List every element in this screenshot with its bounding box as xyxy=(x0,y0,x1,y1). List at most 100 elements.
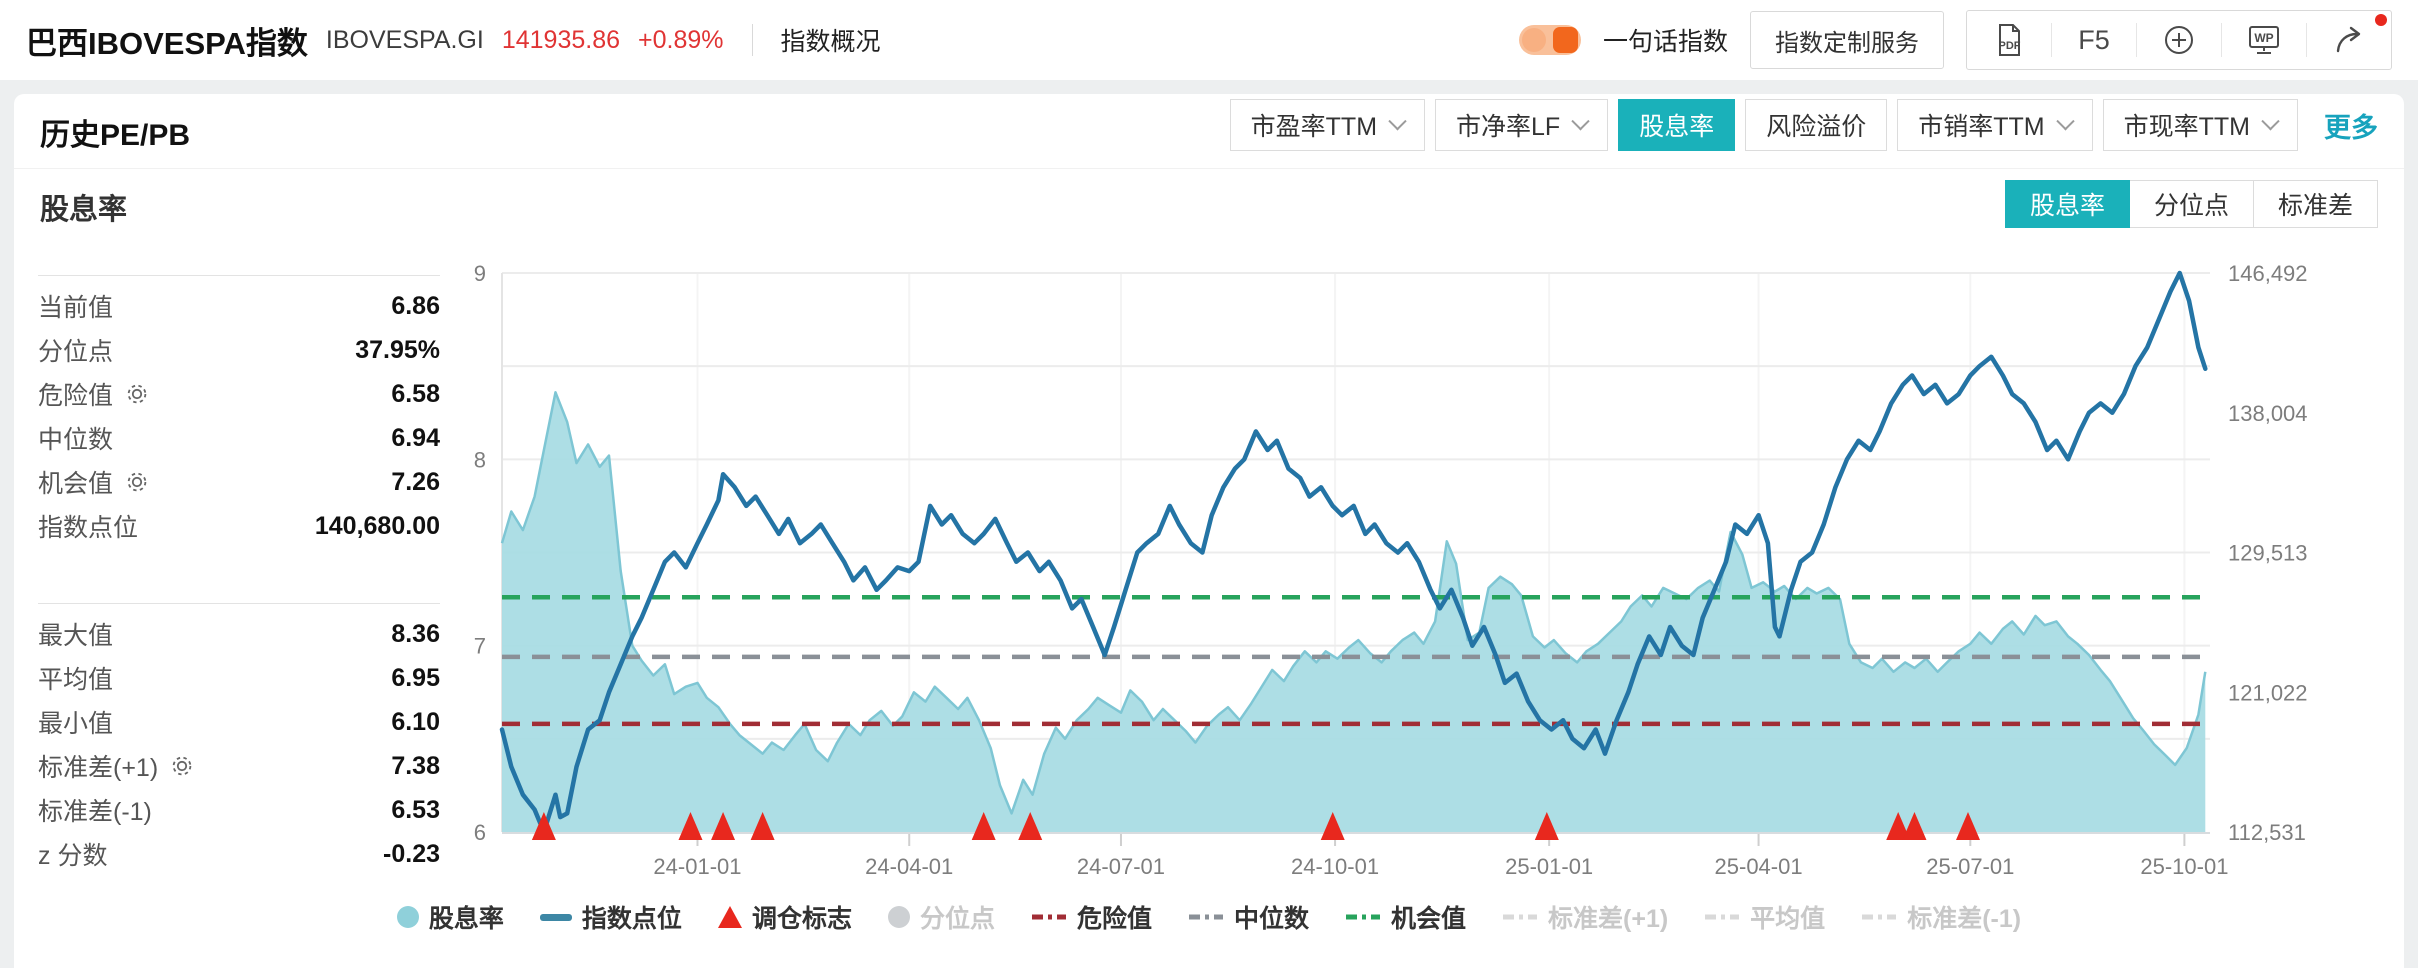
stat-label: 分位点 xyxy=(38,332,113,368)
chevron-down-icon xyxy=(1571,111,1590,130)
rebalance-marker-icon xyxy=(971,812,996,840)
metric-tab-市现率TTM[interactable]: 市现率TTM xyxy=(2102,99,2298,151)
header-actions: 一句话指数 指数定制服务 PDF F5 WP xyxy=(1518,10,2392,70)
y-right-tick-label: 121,022 xyxy=(2228,680,2308,705)
legend-dash-icon xyxy=(1861,912,1897,922)
stat-row-最小值: 最小值 6.10 xyxy=(38,700,440,744)
chart-canvas[interactable]: 9876146,492138,004129,513121,022112,5312… xyxy=(440,250,2390,910)
oneline-index-toggle[interactable] xyxy=(1518,25,1581,55)
toggle-halo xyxy=(1521,28,1546,52)
stat-label-text: 平均值 xyxy=(38,666,114,694)
metric-tab-label: 市盈率TTM xyxy=(1250,113,1378,141)
plus-circle-icon xyxy=(2165,26,2193,54)
stat-value: 6.58 xyxy=(391,379,440,408)
metric-tab-市销率TTM[interactable]: 市销率TTM xyxy=(1897,99,2093,151)
legend-label: 危险值 xyxy=(1076,905,1152,933)
stat-row-标准差(-1): 标准差(-1) 6.53 xyxy=(38,788,440,832)
y-right-tick-label: 112,531 xyxy=(2228,820,2306,845)
toggle-knob xyxy=(1552,27,1578,53)
dividend-yield-area xyxy=(502,392,2206,832)
legend-label: 分位点 xyxy=(919,905,995,933)
rebalance-marker-icon xyxy=(1886,812,1911,840)
stat-label-text: 指数点位 xyxy=(38,514,139,542)
stat-label: 标准差(-1) xyxy=(38,792,152,828)
x-axis-tick-label: 25-01-01 xyxy=(1505,854,1593,879)
legend-label: 指数点位 xyxy=(581,905,682,933)
legend-item-股息率[interactable]: 股息率 xyxy=(396,899,504,935)
legend-label: 股息率 xyxy=(428,905,504,933)
stat-label: 最小值 xyxy=(38,704,113,740)
wp-terminal-button[interactable]: WP xyxy=(2221,23,2306,57)
legend-item-调仓标志[interactable]: 调仓标志 xyxy=(717,899,852,935)
index-customize-button[interactable]: 指数定制服务 xyxy=(1750,11,1944,69)
header-toolbar: PDF F5 WP xyxy=(1966,10,2392,70)
index-overview-link[interactable]: 指数概况 xyxy=(780,28,881,56)
legend-item-标准差(+1)[interactable]: 标准差(+1) xyxy=(1502,899,1668,935)
legend-circle-icon xyxy=(396,906,419,928)
legend-dash-icon xyxy=(1502,912,1538,922)
legend-item-危险值[interactable]: 危险值 xyxy=(1031,899,1152,935)
legend-item-机会值[interactable]: 机会值 xyxy=(1345,899,1466,935)
view-tab-股息率[interactable]: 股息率 xyxy=(2004,180,2130,228)
stat-label-text: 标准差(-1) xyxy=(38,798,152,826)
legend-label: 中位数 xyxy=(1233,905,1309,933)
svg-text:WP: WP xyxy=(2254,31,2273,45)
legend-triangle-icon xyxy=(717,906,742,928)
rebalance-marker-icon xyxy=(1955,812,1980,840)
metric-tab-label: 市净率LF xyxy=(1456,113,1561,141)
gear-icon-wrap[interactable] xyxy=(125,382,149,406)
stat-value: 140,680.00 xyxy=(314,511,440,540)
index-code: IBOVESPA.GI xyxy=(325,25,484,54)
legend-item-平均值[interactable]: 平均值 xyxy=(1704,899,1825,935)
gear-icon xyxy=(172,756,192,776)
dividend-yield-area-edge xyxy=(500,391,2207,815)
rebalance-marker-icon xyxy=(531,812,556,840)
gear-icon-wrap[interactable] xyxy=(125,470,149,494)
panel-header: 历史PE/PB 市盈率TTM 市净率LF 股息率 风险溢价 市销率TTM 市现率TTM 更… xyxy=(14,94,2404,169)
panel-title: 历史PE/PB xyxy=(40,119,191,152)
x-axis-tick-label: 24-07-01 xyxy=(1077,854,1165,879)
stat-label-text: 标准差(+1) xyxy=(38,754,159,782)
gear-icon xyxy=(127,384,147,404)
stat-group-1: 当前值 6.86 分位点 37.95% 危险值 6.58 中位数 6.94 机会值 7.26 指数点… xyxy=(38,275,440,548)
stat-label: 平均值 xyxy=(38,660,113,696)
stat-label: 危险值 xyxy=(38,376,149,412)
metric-tab-风险溢价[interactable]: 风险溢价 xyxy=(1745,99,1888,151)
gear-icon xyxy=(127,472,147,492)
y-left-tick-label: 7 xyxy=(474,634,486,659)
view-tab-标准差[interactable]: 标准差 xyxy=(2252,180,2378,228)
legend-item-指数点位[interactable]: 指数点位 xyxy=(539,899,682,935)
legend-label: 标准差(-1) xyxy=(1907,905,2022,933)
metric-tab-市净率LF[interactable]: 市净率LF xyxy=(1435,99,1609,151)
stat-label-text: 机会值 xyxy=(38,470,114,498)
metric-tab-市盈率TTM[interactable]: 市盈率TTM xyxy=(1229,99,1426,151)
legend-item-标准差(-1)[interactable]: 标准差(-1) xyxy=(1861,899,2021,935)
gear-icon-wrap[interactable] xyxy=(170,754,194,778)
stat-label: 指数点位 xyxy=(38,508,138,544)
legend-dash-icon xyxy=(1345,912,1381,922)
stat-row-分位点: 分位点 37.95% xyxy=(38,328,440,372)
legend-item-分位点[interactable]: 分位点 xyxy=(887,899,995,935)
view-tab-分位点[interactable]: 分位点 xyxy=(2128,180,2254,228)
refresh-f5-button[interactable]: F5 xyxy=(2051,23,2136,57)
stat-row-机会值: 机会值 7.26 xyxy=(38,460,440,504)
add-button[interactable] xyxy=(2136,23,2221,57)
stat-label-text: 最大值 xyxy=(38,622,114,650)
x-axis-tick-label: 24-10-01 xyxy=(1291,854,1379,879)
index-level-line xyxy=(499,270,2208,835)
y-right-tick-label: 129,513 xyxy=(2228,541,2308,566)
stat-row-危险值: 危险值 6.58 xyxy=(38,372,440,416)
more-link[interactable]: 更多 xyxy=(2324,112,2378,143)
metric-tab-label: 市销率TTM xyxy=(1918,113,2045,141)
chevron-down-icon xyxy=(2261,111,2280,130)
metric-tab-股息率[interactable]: 股息率 xyxy=(1618,99,1736,151)
stat-label-text: 分位点 xyxy=(38,338,114,366)
share-button[interactable] xyxy=(2306,23,2391,57)
chevron-down-icon xyxy=(1388,111,1407,130)
legend-item-中位数[interactable]: 中位数 xyxy=(1188,899,1309,935)
chart-legend: 股息率 指数点位 调仓标志 分位点 危险值 中位数 机会值 标准差(+1) 平均值 标准差(-1) xyxy=(14,899,2404,935)
legend-dash-icon xyxy=(1704,912,1740,922)
x-axis-tick-label: 25-10-01 xyxy=(2140,854,2228,879)
valuation-panel: 历史PE/PB 市盈率TTM 市净率LF 股息率 风险溢价 市销率TTM 市现率TTM 更… xyxy=(14,94,2404,968)
export-pdf-button[interactable]: PDF xyxy=(1967,23,2051,57)
